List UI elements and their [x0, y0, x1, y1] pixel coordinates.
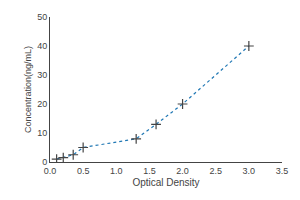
- svg-text:2.5: 2.5: [209, 166, 222, 176]
- svg-text:50: 50: [37, 12, 47, 22]
- svg-text:Concentration(ng/mL): Concentration(ng/mL): [23, 46, 33, 133]
- svg-text:0: 0: [42, 157, 47, 167]
- svg-text:0.0: 0.0: [44, 166, 57, 176]
- svg-text:Optical Density: Optical Density: [132, 177, 199, 188]
- svg-text:40: 40: [37, 41, 47, 51]
- svg-text:3.0: 3.0: [243, 166, 256, 176]
- svg-text:0.5: 0.5: [77, 166, 90, 176]
- svg-text:10: 10: [37, 128, 47, 138]
- svg-text:2.0: 2.0: [176, 166, 189, 176]
- svg-text:1.0: 1.0: [110, 166, 123, 176]
- svg-text:20: 20: [37, 99, 47, 109]
- svg-text:3.5: 3.5: [276, 166, 289, 176]
- svg-text:1.5: 1.5: [143, 166, 156, 176]
- svg-text:30: 30: [37, 70, 47, 80]
